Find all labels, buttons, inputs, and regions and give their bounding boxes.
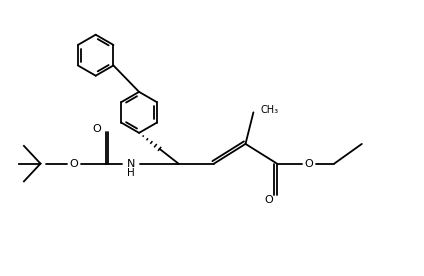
Text: CH₃: CH₃ — [260, 105, 279, 115]
Text: N: N — [127, 159, 135, 169]
Text: H: H — [127, 168, 135, 179]
Text: O: O — [264, 195, 273, 205]
Text: O: O — [92, 124, 101, 134]
Text: O: O — [70, 159, 78, 169]
Text: O: O — [304, 159, 313, 169]
